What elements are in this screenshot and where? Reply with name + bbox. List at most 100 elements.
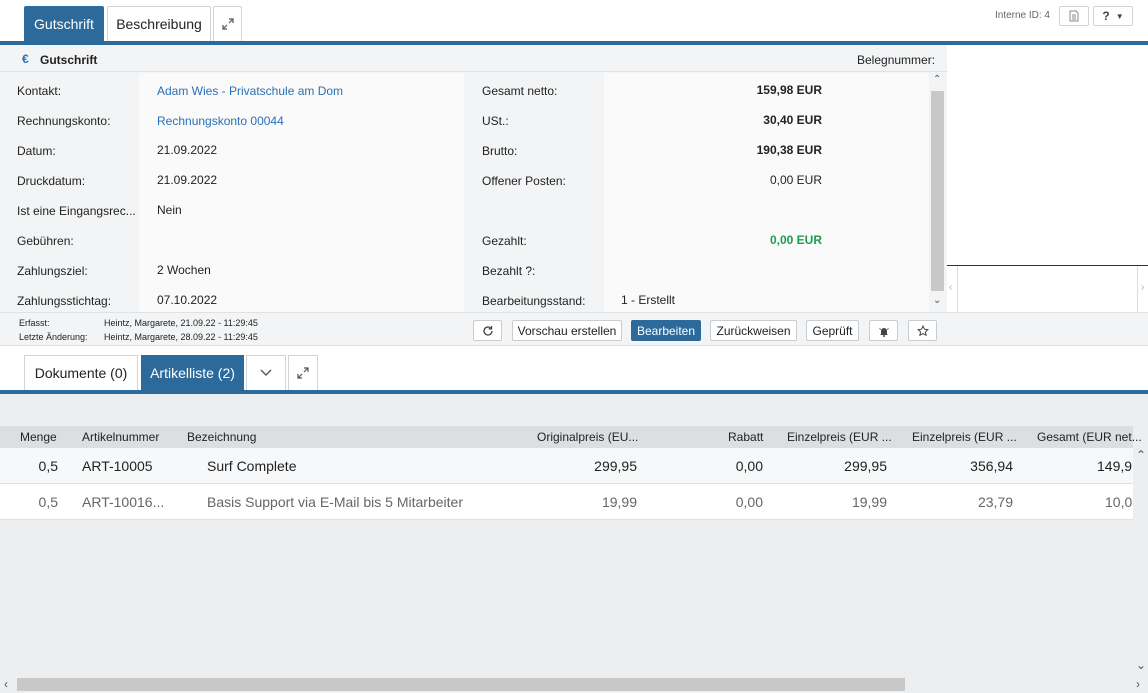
tab-gutschrift[interactable]: Gutschrift [24, 6, 104, 41]
edit-button[interactable]: Bearbeiten [631, 320, 701, 341]
internal-id: Interne ID: 4 [994, 10, 1050, 21]
field-label: USt.: [482, 114, 509, 128]
column-header[interactable]: Originalpreis (EU... [537, 430, 639, 444]
cell-unit-price-gross: 23,79 [977, 494, 1013, 510]
field-label: Brutto: [482, 144, 518, 158]
column-header[interactable]: Einzelpreis (EUR ... [912, 430, 1017, 444]
caret-down-icon: ▼ [1115, 11, 1124, 21]
modified-label: Letzte Änderung: [19, 332, 88, 342]
article-grid: Menge Artikelnummer Bezeichnung Original… [0, 394, 1148, 693]
column-header[interactable]: Gesamt (EUR net... [1037, 430, 1142, 444]
panel-title: Gutschrift [40, 53, 98, 67]
column-header[interactable]: Rabatt [728, 430, 764, 444]
cell-article-number: ART-10016... [82, 494, 165, 510]
panel-header: € Gutschrift Belegnummer: [0, 45, 947, 72]
expand-button[interactable] [213, 6, 242, 41]
tab-beschreibung[interactable]: Beschreibung [107, 6, 211, 41]
field-label: Gesamt netto: [482, 84, 558, 98]
cell-article-number: ART-10005 [82, 458, 153, 474]
cell-quantity: 0,5 [38, 458, 58, 474]
checked-button[interactable]: Geprüft [806, 320, 859, 341]
cell-discount: 0,00 [735, 458, 763, 474]
field-label: Druckdatum: [17, 174, 86, 188]
expand-list-button[interactable] [288, 355, 318, 390]
contact-link[interactable]: Adam Wies - Privatschule am Dom [157, 84, 344, 98]
chevron-down-icon [260, 369, 272, 376]
scroll-down-icon[interactable]: ⌄ [933, 295, 942, 306]
belegnummer-label: Belegnummer: [857, 53, 936, 67]
more-tabs-button[interactable] [246, 355, 286, 390]
field-value: 07.10.2022 [157, 293, 218, 307]
scroll-left-icon[interactable]: ‹ [4, 677, 8, 691]
tab-documents[interactable]: Dokumente (0) [24, 355, 138, 390]
right-value-column [604, 73, 929, 312]
cell-original-price: 299,95 [594, 458, 637, 474]
field-label: Gezahlt: [482, 234, 527, 248]
cell-unit-price-gross: 356,94 [970, 458, 1013, 474]
field-value: 21.09.2022 [157, 173, 218, 187]
field-label: Bezahlt ?: [482, 264, 536, 278]
cell-description: Basis Support via E-Mail bis 5 Mitarbeit… [207, 494, 463, 510]
refresh-icon [482, 325, 493, 336]
account-link[interactable]: Rechnungskonto 00044 [157, 114, 284, 128]
expand-icon [297, 367, 309, 379]
preview-scrollbar[interactable]: ‹ › [947, 265, 1148, 312]
column-header[interactable]: Menge [20, 430, 57, 444]
scroll-down-icon[interactable]: ⌄ [1136, 658, 1147, 672]
scroll-thumb[interactable] [17, 678, 905, 691]
gutschrift-panel: € Gutschrift Belegnummer: [0, 45, 947, 312]
field-label: Rechnungskonto: [17, 114, 111, 128]
field-label: Datum: [17, 144, 56, 158]
cell-total: 10,0 [1105, 494, 1133, 510]
field-value: Nein [157, 203, 182, 217]
table-row[interactable]: 0,5 ART-10016... Basis Support via E-Mai… [0, 484, 1133, 520]
cell-total: 149,9 [1097, 458, 1133, 474]
scroll-right-icon[interactable]: › [1136, 677, 1140, 691]
column-header[interactable]: Einzelpreis (EUR ... [787, 430, 892, 444]
star-icon [916, 324, 929, 336]
scroll-up-icon[interactable]: ⌃ [1136, 448, 1147, 462]
column-header[interactable]: Bezeichnung [187, 430, 257, 444]
field-label: Zahlungsziel: [17, 264, 88, 278]
refresh-button[interactable] [473, 320, 502, 341]
field-value: 2 Wochen [157, 263, 211, 277]
scroll-thumb[interactable] [931, 91, 944, 291]
paid-value: 0,00 EUR [769, 233, 822, 247]
modified-value: Heintz, Margarete, 28.09.22 - 11:29:45 [104, 332, 258, 342]
expand-icon [221, 18, 234, 30]
document-button[interactable] [1059, 6, 1089, 26]
panel-scrollbar[interactable]: ⌃ ⌄ [929, 73, 946, 311]
cell-description: Surf Complete [207, 458, 297, 474]
favorite-button[interactable] [908, 320, 937, 341]
reject-button[interactable]: Zurückweisen [710, 320, 797, 341]
created-value: Heintz, Margarete, 21.09.22 - 11:29:45 [104, 318, 258, 328]
cell-original-price: 19,99 [601, 494, 637, 510]
scroll-up-icon[interactable]: ⌃ [933, 74, 942, 85]
left-value-column [139, 73, 464, 312]
grid-vertical-scrollbar[interactable]: ⌃ ⌄ [1133, 448, 1148, 676]
bell-icon [878, 327, 889, 337]
preview-button[interactable]: Vorschau erstellen [512, 320, 622, 341]
open-items-value: 0,00 EUR [769, 173, 822, 187]
field-label: Zahlungsstichtag: [17, 294, 112, 308]
status-value: 1 - Erstellt [621, 293, 676, 307]
top-tab-underline [0, 41, 1148, 45]
cell-unit-price: 19,99 [851, 494, 887, 510]
field-label: Bearbeitungsstand: [482, 294, 586, 308]
tab-article-list[interactable]: Artikelliste (2) [141, 355, 244, 390]
vat-value: 30,40 EUR [763, 113, 822, 127]
created-label: Erfasst: [19, 318, 50, 328]
grid-header: Menge Artikelnummer Bezeichnung Original… [0, 426, 1142, 448]
table-row[interactable]: 0,5 ART-10005 Surf Complete 299,95 0,00 … [0, 448, 1133, 484]
column-header[interactable]: Artikelnummer [82, 430, 160, 444]
total-net-value: 159,98 EUR [756, 83, 822, 97]
alarm-button[interactable] [869, 320, 898, 341]
field-label: Offener Posten: [482, 174, 566, 188]
gross-value: 190,38 EUR [756, 143, 822, 157]
field-label: Gebühren: [17, 234, 74, 248]
field-label: Ist eine Eingangsrec... [17, 204, 136, 218]
help-menu-button[interactable]: ? ▼ [1093, 6, 1133, 26]
grid-horizontal-scrollbar[interactable]: ‹ › [0, 676, 1148, 693]
cell-discount: 0,00 [735, 494, 763, 510]
